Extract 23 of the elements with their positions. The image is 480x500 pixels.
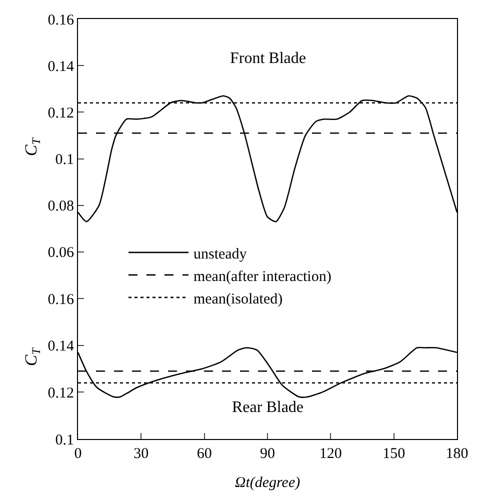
x-tick-label: 180 — [446, 446, 468, 462]
y-tick-label: 0.1 — [55, 152, 74, 168]
x-tick-label: 120 — [319, 446, 342, 462]
y-tick-label: 0.16 — [48, 292, 74, 308]
x-tick-label: 60 — [196, 446, 212, 462]
legend-label: mean(isolated) — [193, 291, 283, 308]
x-tick-label: 150 — [382, 446, 406, 462]
x-tick-label: 90 — [260, 446, 275, 462]
y-tick-label: 0.12 — [48, 105, 74, 122]
y-tick-label: 0.12 — [48, 385, 74, 402]
x-tick-label: 30 — [134, 446, 149, 462]
y-tick-label: 0.06 — [48, 245, 74, 262]
y-tick-label: 0.08 — [48, 198, 74, 215]
y-tick-label: 0.16 — [48, 12, 74, 28]
legend-label: unsteady — [193, 246, 248, 262]
y-tick-label: 0.14 — [48, 58, 74, 75]
legend-label: mean(after interaction) — [193, 268, 332, 285]
y-tick-label: 0.1 — [55, 432, 74, 448]
x-tick-label: 0 — [74, 446, 82, 462]
annotation: Front Blade — [230, 50, 306, 67]
x-axis-title: Ωt(degree) — [234, 475, 300, 491]
annotation: Rear Blade — [232, 399, 304, 416]
y-tick-label: 0.14 — [48, 338, 74, 355]
